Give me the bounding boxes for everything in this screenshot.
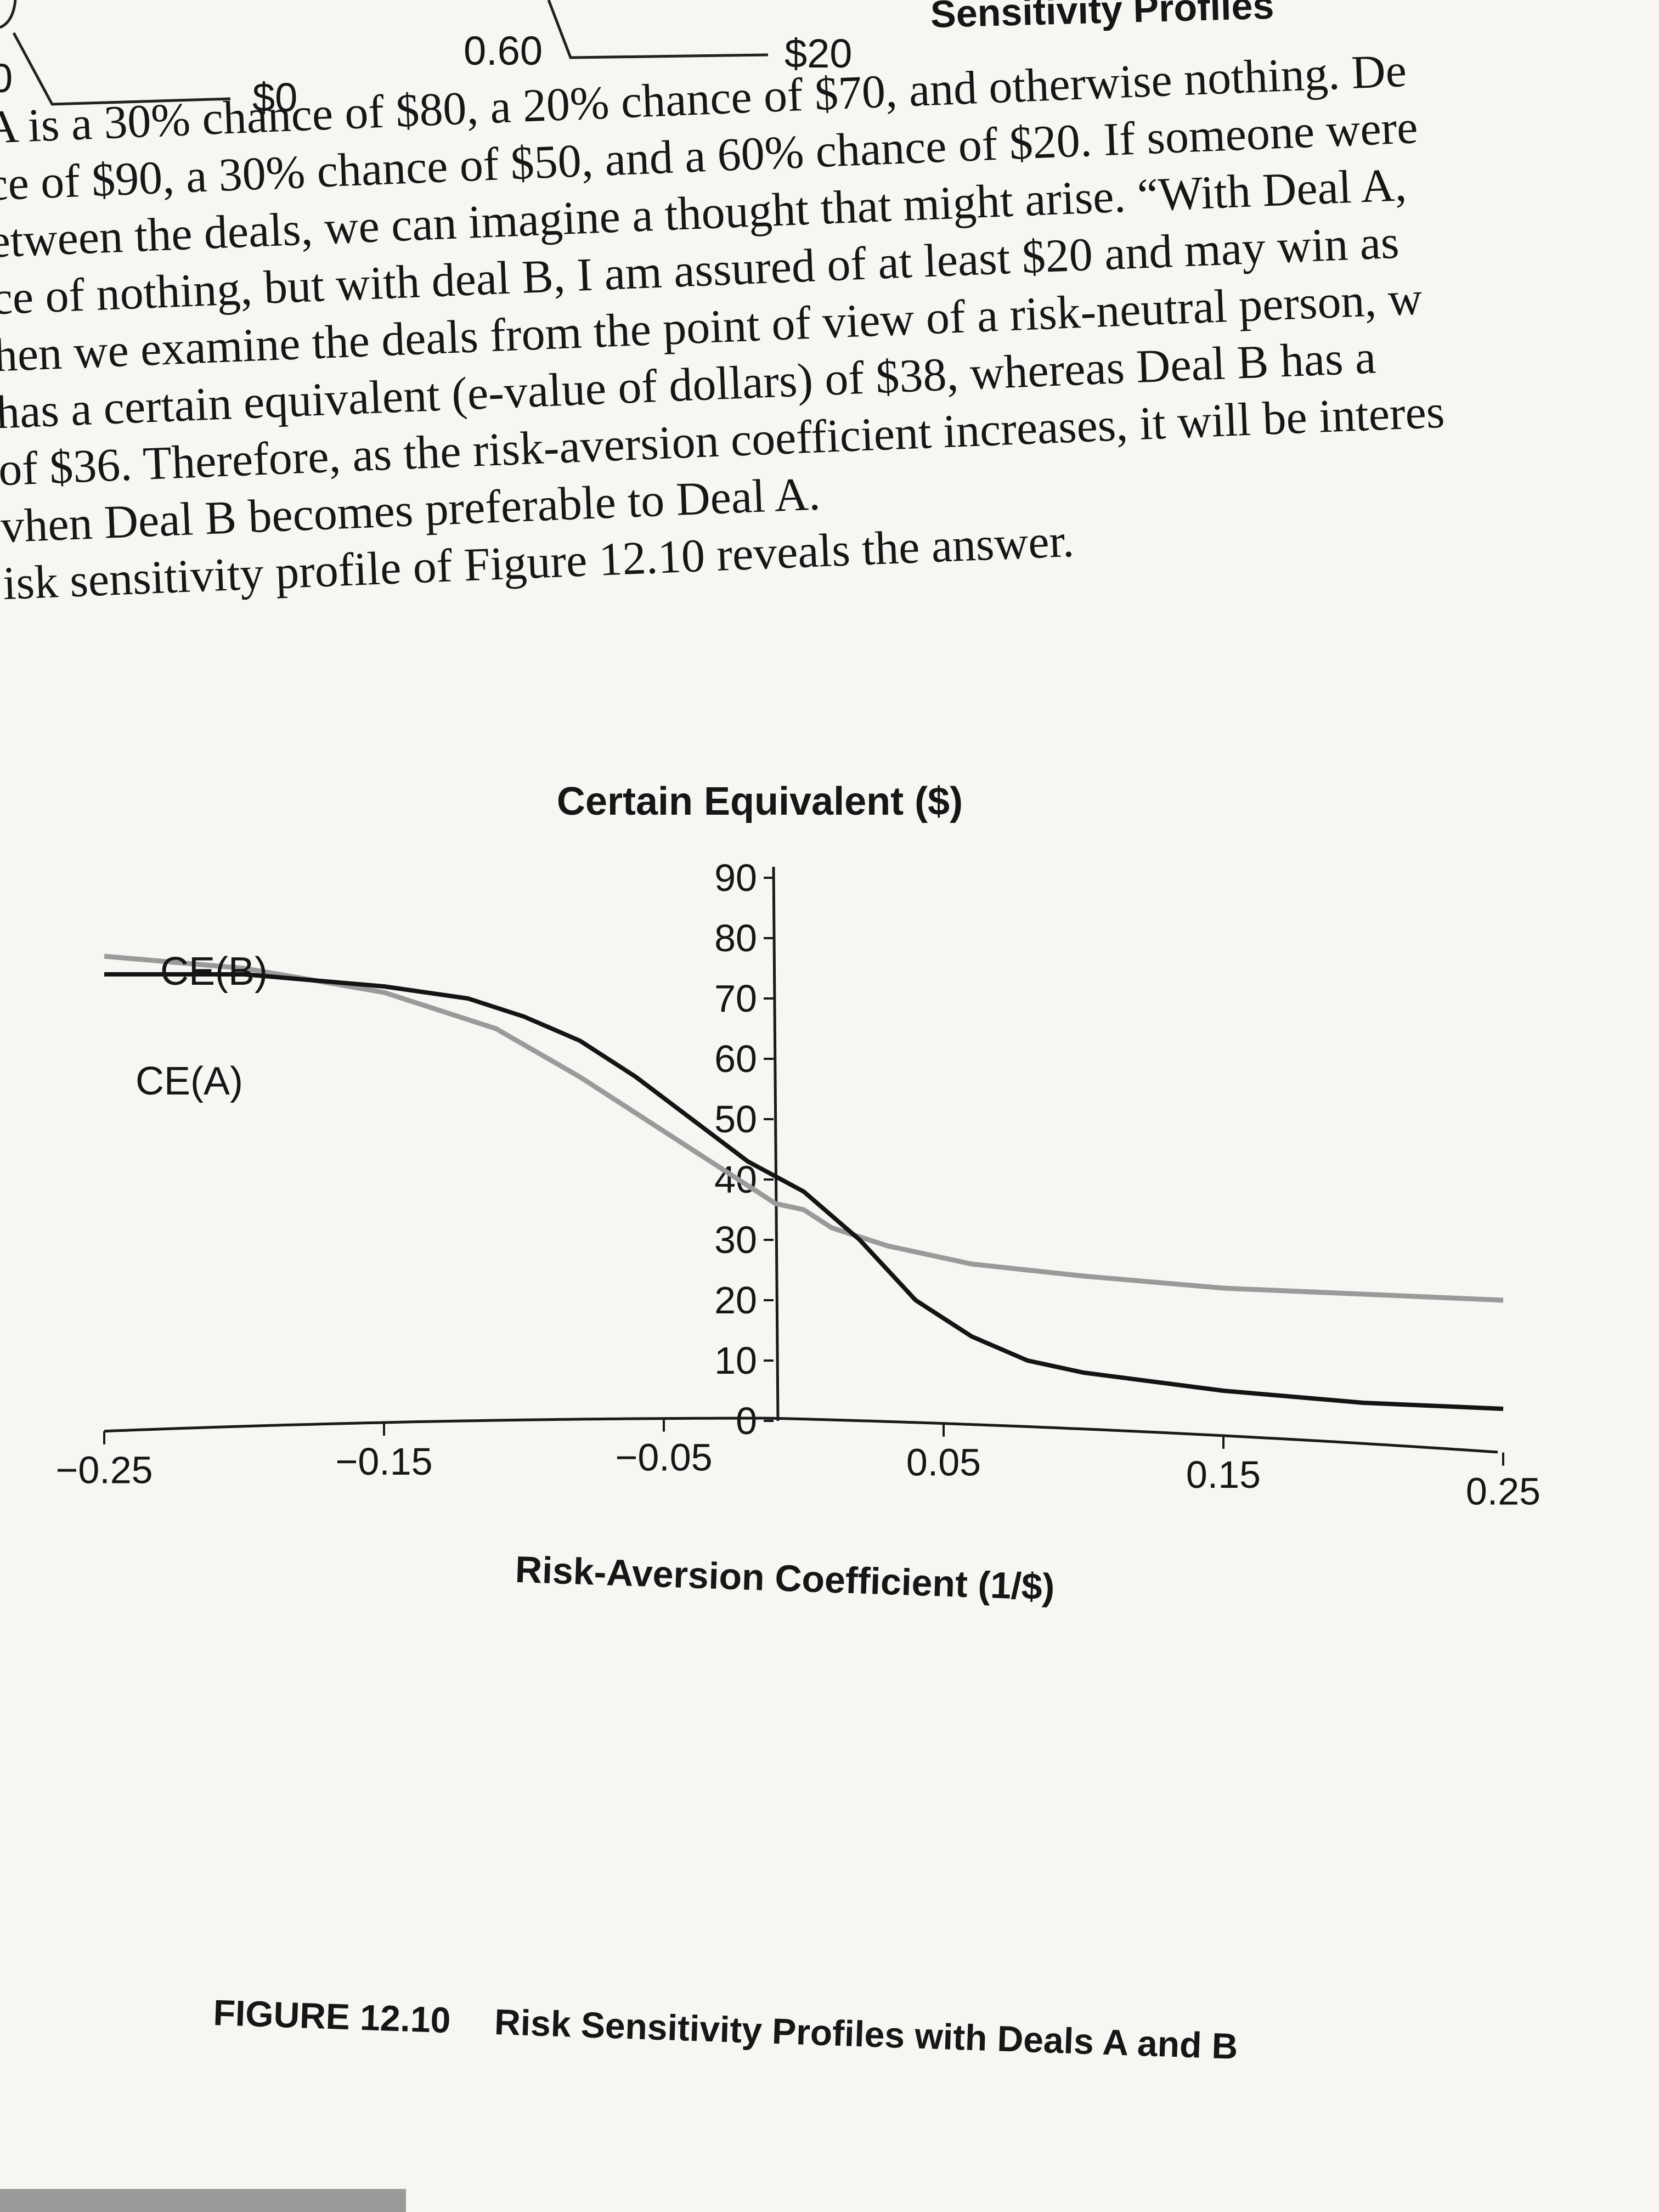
y-tick-label: 0: [736, 1400, 757, 1442]
figure-number: FIGURE 12.10: [212, 1991, 452, 2041]
tree-probability-label: 0.60: [464, 28, 543, 74]
y-tick-label: 50: [714, 1098, 757, 1141]
y-tick-label: 70: [714, 977, 757, 1020]
y-tick-label: 30: [714, 1218, 757, 1261]
y-tick-label: 60: [714, 1037, 757, 1080]
risk-sensitivity-chart: Certain Equivalent ($) 90 80 70 60 50 40 30 20 10…: [0, 713, 1659, 2030]
y-axis-title: Certain Equivalent ($): [557, 780, 963, 823]
x-tick-label: −0.05: [615, 1436, 712, 1479]
y-tick-label: 20: [714, 1279, 757, 1322]
x-tick-label: −0.25: [55, 1449, 153, 1492]
chart-canvas: Certain Equivalent ($)908070605040302010…: [55, 780, 1541, 1609]
x-tick-label: 0.05: [906, 1441, 981, 1484]
tree-branch-lines: [0, 0, 769, 106]
series-line-ce-b: [104, 953, 1504, 1303]
series-line-ce-a: [104, 972, 1504, 1411]
tree-outcome-zero: $0: [252, 75, 298, 120]
series-label-ce-b: CE(B): [160, 950, 268, 994]
x-axis-title: Risk-Aversion Coefficient (1/$): [515, 1549, 1056, 1609]
page-edge-shadow: [0, 2189, 406, 2212]
x-tick-label: 0.15: [1186, 1453, 1261, 1496]
y-tick-label: 80: [714, 917, 757, 960]
body-paragraph: A is a 30% chance of $80, a 20% chance o…: [0, 29, 1659, 612]
x-tick-label: −0.15: [335, 1440, 432, 1483]
tree-outcome-twenty: $20: [785, 31, 853, 76]
tree-left-value: 0: [0, 55, 13, 101]
series-label-ce-a: CE(A): [136, 1059, 243, 1103]
tree-fragment: 0 0.60 $0 $20: [0, 0, 1659, 132]
y-tick-label: 10: [714, 1339, 757, 1382]
y-tick-label: 90: [714, 856, 757, 899]
x-tick-label: 0.25: [1466, 1470, 1541, 1513]
x-axis-line: [104, 1417, 1498, 1454]
y-axis-line: [772, 866, 780, 1421]
